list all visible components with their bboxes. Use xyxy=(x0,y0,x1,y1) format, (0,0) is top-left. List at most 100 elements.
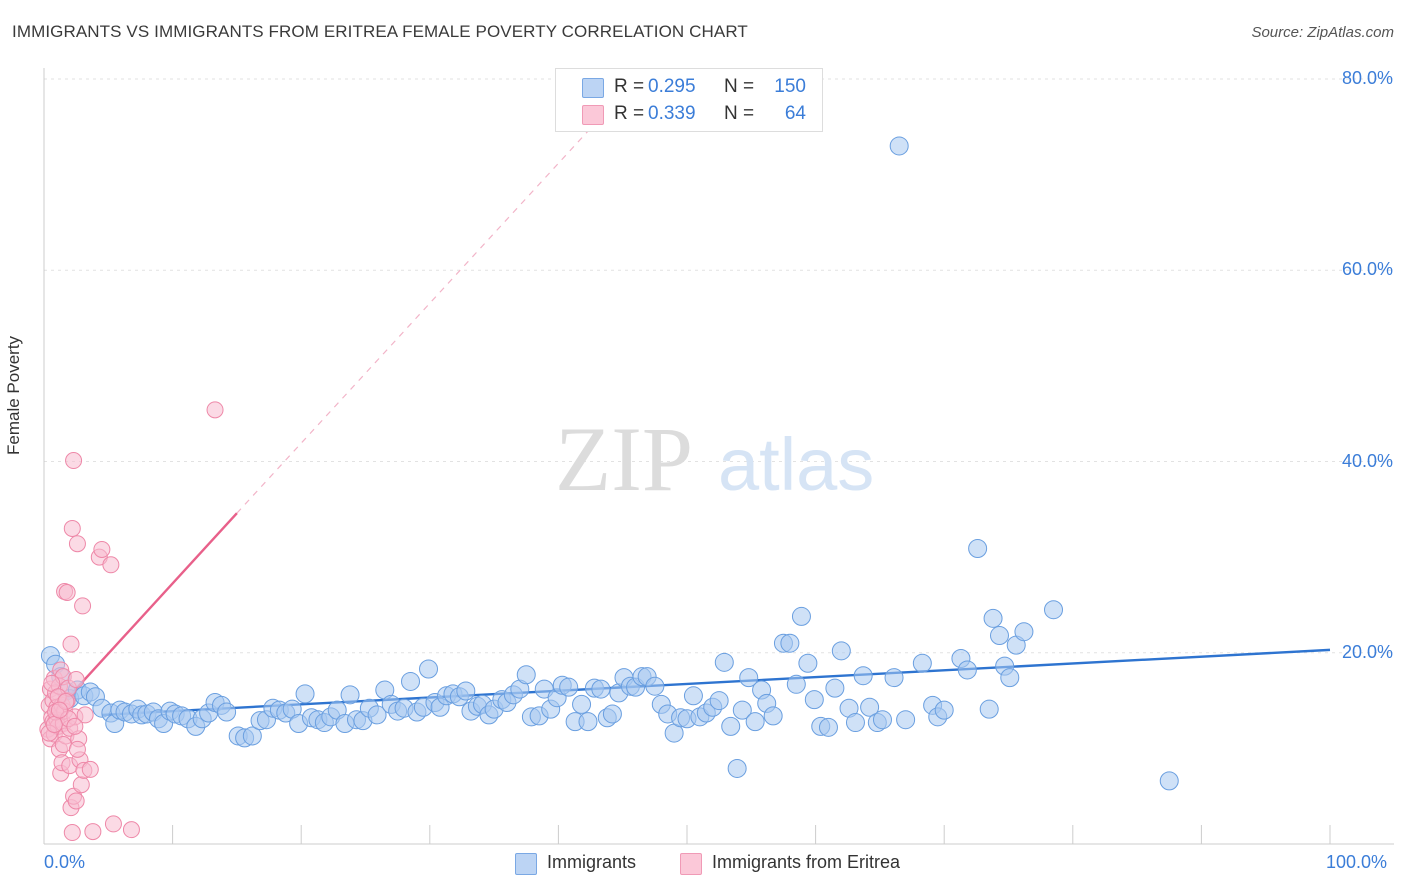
data-point-immigrants xyxy=(559,677,579,697)
data-point-immigrants xyxy=(572,694,592,714)
data-point-immigrants xyxy=(884,668,904,688)
legend-label-eritrea: Immigrants from Eritrea xyxy=(712,852,901,872)
data-point-eritrea xyxy=(72,776,90,794)
data-point-immigrants xyxy=(739,668,759,688)
trend-lines xyxy=(46,92,1331,721)
watermark-zip: ZIP xyxy=(555,408,693,510)
data-point-immigrants xyxy=(683,686,703,706)
series-immigrants xyxy=(40,136,1179,791)
data-point-immigrants xyxy=(957,660,977,680)
data-point-eritrea xyxy=(104,815,122,833)
data-point-immigrants xyxy=(709,691,729,711)
data-point-immigrants xyxy=(825,678,845,698)
data-point-immigrants xyxy=(786,674,806,694)
data-point-eritrea xyxy=(63,519,81,537)
trend-line-immigrants xyxy=(101,648,1331,717)
source-label: Source: ZipAtlas.com xyxy=(1251,24,1394,41)
data-point-immigrants xyxy=(780,633,800,653)
data-point-eritrea xyxy=(67,671,85,689)
legend-swatch-eritrea xyxy=(680,853,702,875)
data-point-immigrants xyxy=(242,726,262,746)
data-point-eritrea xyxy=(81,760,99,778)
data-point-immigrants xyxy=(578,712,598,732)
data-point-immigrants xyxy=(591,679,611,699)
legend-n-label: N = xyxy=(724,103,755,124)
data-point-eritrea xyxy=(76,706,94,724)
legend-swatch-immigrants xyxy=(515,853,537,875)
data-point-eritrea xyxy=(68,535,86,553)
x-min-label: 0.0% xyxy=(44,852,86,872)
data-point-immigrants xyxy=(989,626,1009,646)
legend-label-immigrants: Immigrants xyxy=(547,852,637,872)
series-legend: Immigrants Immigrants from Eritrea xyxy=(0,852,1406,878)
data-point-eritrea xyxy=(58,584,76,602)
data-point-eritrea xyxy=(67,792,85,810)
legend-r-label: R = xyxy=(614,103,645,124)
legend-row-immigrants: R = 0.295 N = 150 xyxy=(556,74,822,100)
data-point-eritrea xyxy=(68,740,86,758)
data-point-immigrants xyxy=(401,671,421,691)
data-point-immigrants xyxy=(912,653,932,673)
legend-n-value: 150 xyxy=(774,76,806,97)
data-point-immigrants xyxy=(727,758,747,778)
stats-legend: R = 0.295 N = 150 R = 0.339 N = 64 xyxy=(555,68,823,132)
data-point-immigrants xyxy=(845,713,865,733)
y-tick-label: 80.0% xyxy=(1341,68,1393,88)
data-point-immigrants xyxy=(714,652,734,672)
data-point-immigrants xyxy=(1159,771,1179,791)
legend-r-value: 0.295 xyxy=(648,76,696,97)
data-point-eritrea xyxy=(102,556,120,574)
data-point-immigrants xyxy=(1000,668,1020,688)
data-point-immigrants xyxy=(831,641,851,661)
legend-r-label: R = xyxy=(614,76,645,97)
data-point-immigrants xyxy=(983,608,1003,628)
data-point-immigrants xyxy=(516,665,536,685)
data-point-eritrea xyxy=(63,824,81,842)
chart-title: IMMIGRANTS VS IMMIGRANTS FROM ERITREA FE… xyxy=(12,22,748,41)
data-point-eritrea xyxy=(84,823,102,841)
data-point-immigrants xyxy=(721,716,741,736)
data-point-eritrea xyxy=(50,701,68,719)
data-point-immigrants xyxy=(860,697,880,717)
data-point-immigrants xyxy=(419,659,439,679)
data-point-immigrants xyxy=(889,136,909,156)
y-axis-label: Female Poverty xyxy=(4,335,23,455)
legend-swatch-blue xyxy=(582,78,604,98)
data-point-immigrants xyxy=(295,684,315,704)
data-point-immigrants xyxy=(979,699,999,719)
data-point-eritrea xyxy=(45,715,63,733)
data-point-immigrants xyxy=(791,606,811,626)
data-point-immigrants xyxy=(745,712,765,732)
data-point-eritrea xyxy=(74,597,92,615)
data-point-immigrants xyxy=(968,539,988,559)
data-point-immigrants xyxy=(602,704,622,724)
data-point-immigrants xyxy=(896,710,916,730)
y-tick-label: 40.0% xyxy=(1341,450,1393,471)
legend-row-eritrea: R = 0.339 N = 64 xyxy=(556,101,822,127)
data-point-immigrants xyxy=(1014,622,1034,642)
data-point-immigrants xyxy=(798,653,818,673)
legend-n-value: 64 xyxy=(784,103,806,124)
data-point-immigrants xyxy=(804,690,824,710)
data-point-immigrants xyxy=(367,705,387,725)
data-point-immigrants xyxy=(934,700,954,720)
data-point-immigrants xyxy=(645,676,665,696)
data-point-immigrants xyxy=(1044,600,1064,620)
legend-n-label: N = xyxy=(724,76,755,97)
data-point-eritrea xyxy=(62,635,80,653)
data-point-immigrants xyxy=(340,685,360,705)
y-tick-label: 20.0% xyxy=(1341,641,1393,662)
data-point-immigrants xyxy=(818,717,838,737)
data-point-eritrea xyxy=(66,717,84,735)
data-point-eritrea xyxy=(93,540,111,558)
data-point-eritrea xyxy=(65,452,83,470)
grid-lines xyxy=(44,78,1394,654)
series-immigrants-from-eritrea xyxy=(39,401,224,842)
legend-r-value: 0.339 xyxy=(648,103,696,124)
data-point-immigrants xyxy=(872,710,892,730)
data-point-immigrants xyxy=(456,681,476,701)
y-tick-label: 60.0% xyxy=(1341,259,1393,280)
data-point-immigrants xyxy=(732,700,752,720)
data-point-eritrea xyxy=(206,401,224,419)
